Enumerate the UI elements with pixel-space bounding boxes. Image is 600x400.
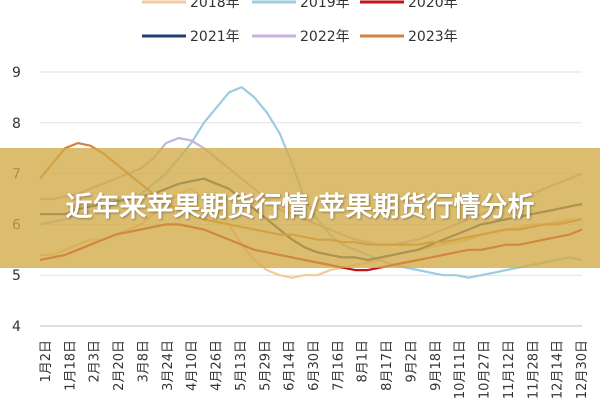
y-tick-label: 9 xyxy=(12,65,21,81)
x-tick-label: 7月16日 xyxy=(331,340,346,391)
x-tick-label: 5月13日 xyxy=(234,340,249,391)
banner-title: 近年来苹果期货行情/苹果期货行情分析 xyxy=(65,192,535,223)
y-tick-label: 4 xyxy=(12,319,21,335)
legend-label: 2019年 xyxy=(300,0,350,11)
x-tick-label: 1月2日 xyxy=(39,340,54,383)
x-tick-label: 9月18日 xyxy=(429,340,444,391)
legend-entry: 2022年 xyxy=(252,29,350,45)
x-tick-label: 12月14日 xyxy=(551,340,566,399)
x-tick-label: 6月30日 xyxy=(307,340,322,391)
legend-label: 2020年 xyxy=(408,0,458,11)
x-tick-label: 6月14日 xyxy=(283,340,298,391)
legend-entry: 2018年 xyxy=(142,0,240,11)
title-banner: 近年来苹果期货行情/苹果期货行情分析 xyxy=(0,148,600,268)
x-tick-label: 11月12日 xyxy=(502,340,517,399)
legend-label: 2018年 xyxy=(190,0,240,11)
x-tick-label: 4月26日 xyxy=(210,340,225,391)
x-tick-label: 10月11日 xyxy=(453,340,468,399)
legend-entry: 2023年 xyxy=(360,29,458,45)
x-tick-label: 8月17日 xyxy=(380,340,395,391)
legend-label: 2022年 xyxy=(300,29,350,45)
legend-entry: 2020年 xyxy=(360,0,458,11)
legend-label: 2021年 xyxy=(190,29,240,45)
x-tick-label: 9月2日 xyxy=(404,340,419,383)
x-tick-label: 2月3日 xyxy=(88,340,103,383)
x-tick-label: 3月24日 xyxy=(161,340,176,391)
x-tick-label: 3月8日 xyxy=(136,340,151,383)
x-tick-label: 2月20日 xyxy=(112,340,127,391)
x-tick-label: 1月18日 xyxy=(63,340,78,391)
x-tick-label: 12月30日 xyxy=(575,340,590,399)
legend-label: 2023年 xyxy=(408,29,458,45)
y-tick-label: 5 xyxy=(12,268,21,284)
y-tick-label: 8 xyxy=(12,116,21,132)
x-tick-label: 11月28日 xyxy=(526,340,541,399)
x-tick-label: 5月29日 xyxy=(258,340,273,391)
x-tick-label: 4月10日 xyxy=(185,340,200,391)
legend-entry: 2019年 xyxy=(252,0,350,11)
x-tick-label: 10月27日 xyxy=(478,340,493,399)
legend-entry: 2021年 xyxy=(142,29,240,45)
x-tick-label: 8月1日 xyxy=(356,340,371,383)
